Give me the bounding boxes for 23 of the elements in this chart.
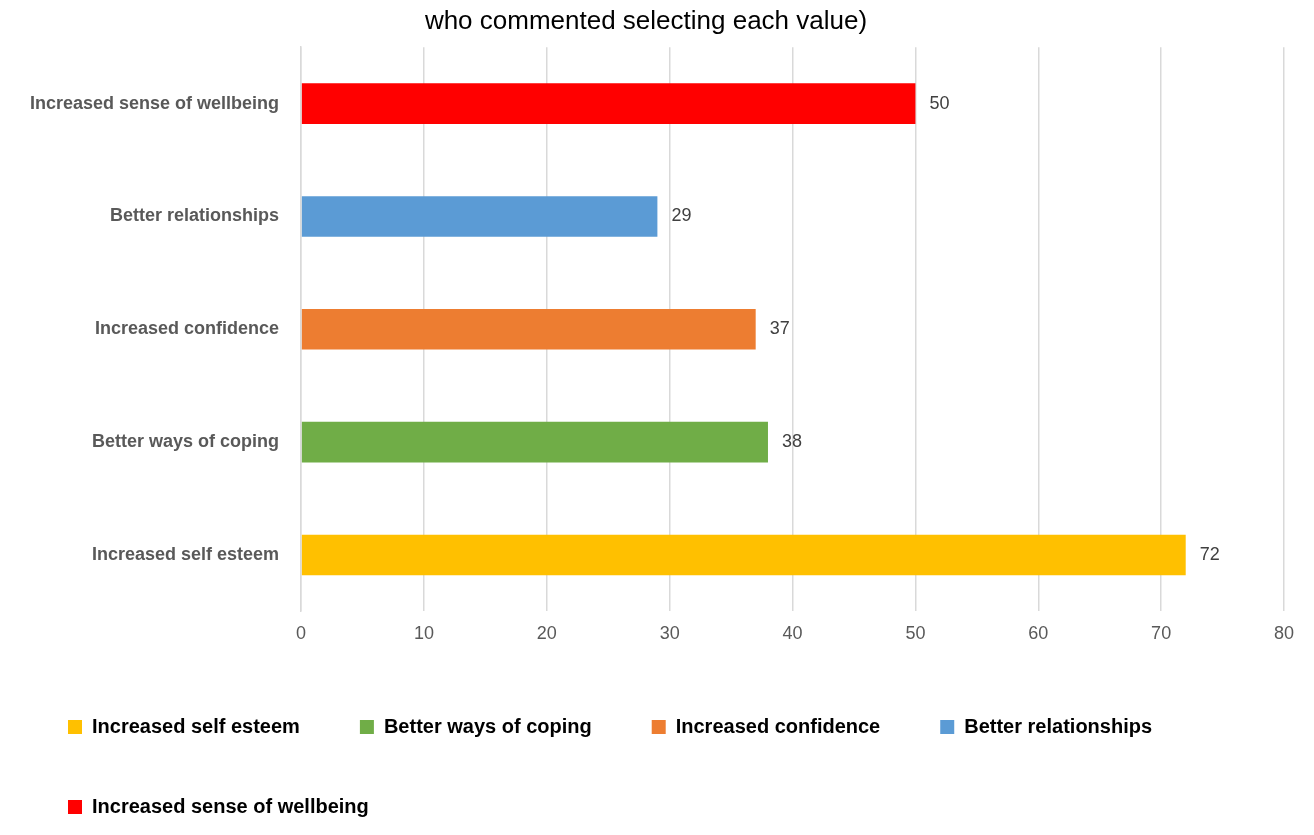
x-tick-label: 20: [536, 623, 557, 644]
y-tick-label: Better ways of coping: [92, 431, 280, 452]
x-tick-label: 70: [1151, 623, 1172, 644]
data-label: 37: [769, 318, 790, 339]
chart-title: who commented selecting each value): [423, 4, 868, 35]
data-label: 38: [781, 431, 802, 452]
x-tick-label: 10: [413, 623, 434, 644]
legend-label: Better ways of coping: [383, 714, 592, 737]
y-tick-label: Better relationships: [110, 205, 280, 226]
x-tick-label: 80: [1273, 623, 1295, 644]
y-tick-label: Increased self esteem: [91, 543, 280, 564]
data-label: 72: [1199, 543, 1220, 564]
y-tick-label: Increased confidence: [95, 318, 280, 339]
legend-label: Increased confidence: [675, 714, 881, 737]
x-tick-label: 0: [296, 623, 307, 644]
x-tick-label: 40: [782, 623, 803, 644]
y-tick-label: Increased sense of wellbeing: [30, 92, 280, 113]
x-tick-label: 50: [905, 623, 926, 644]
x-tick-label: 30: [659, 623, 680, 644]
x-tick-label: 60: [1028, 623, 1049, 644]
data-label: 29: [671, 205, 692, 226]
data-label: 50: [929, 92, 950, 113]
legend-label: Better relationships: [964, 714, 1153, 737]
